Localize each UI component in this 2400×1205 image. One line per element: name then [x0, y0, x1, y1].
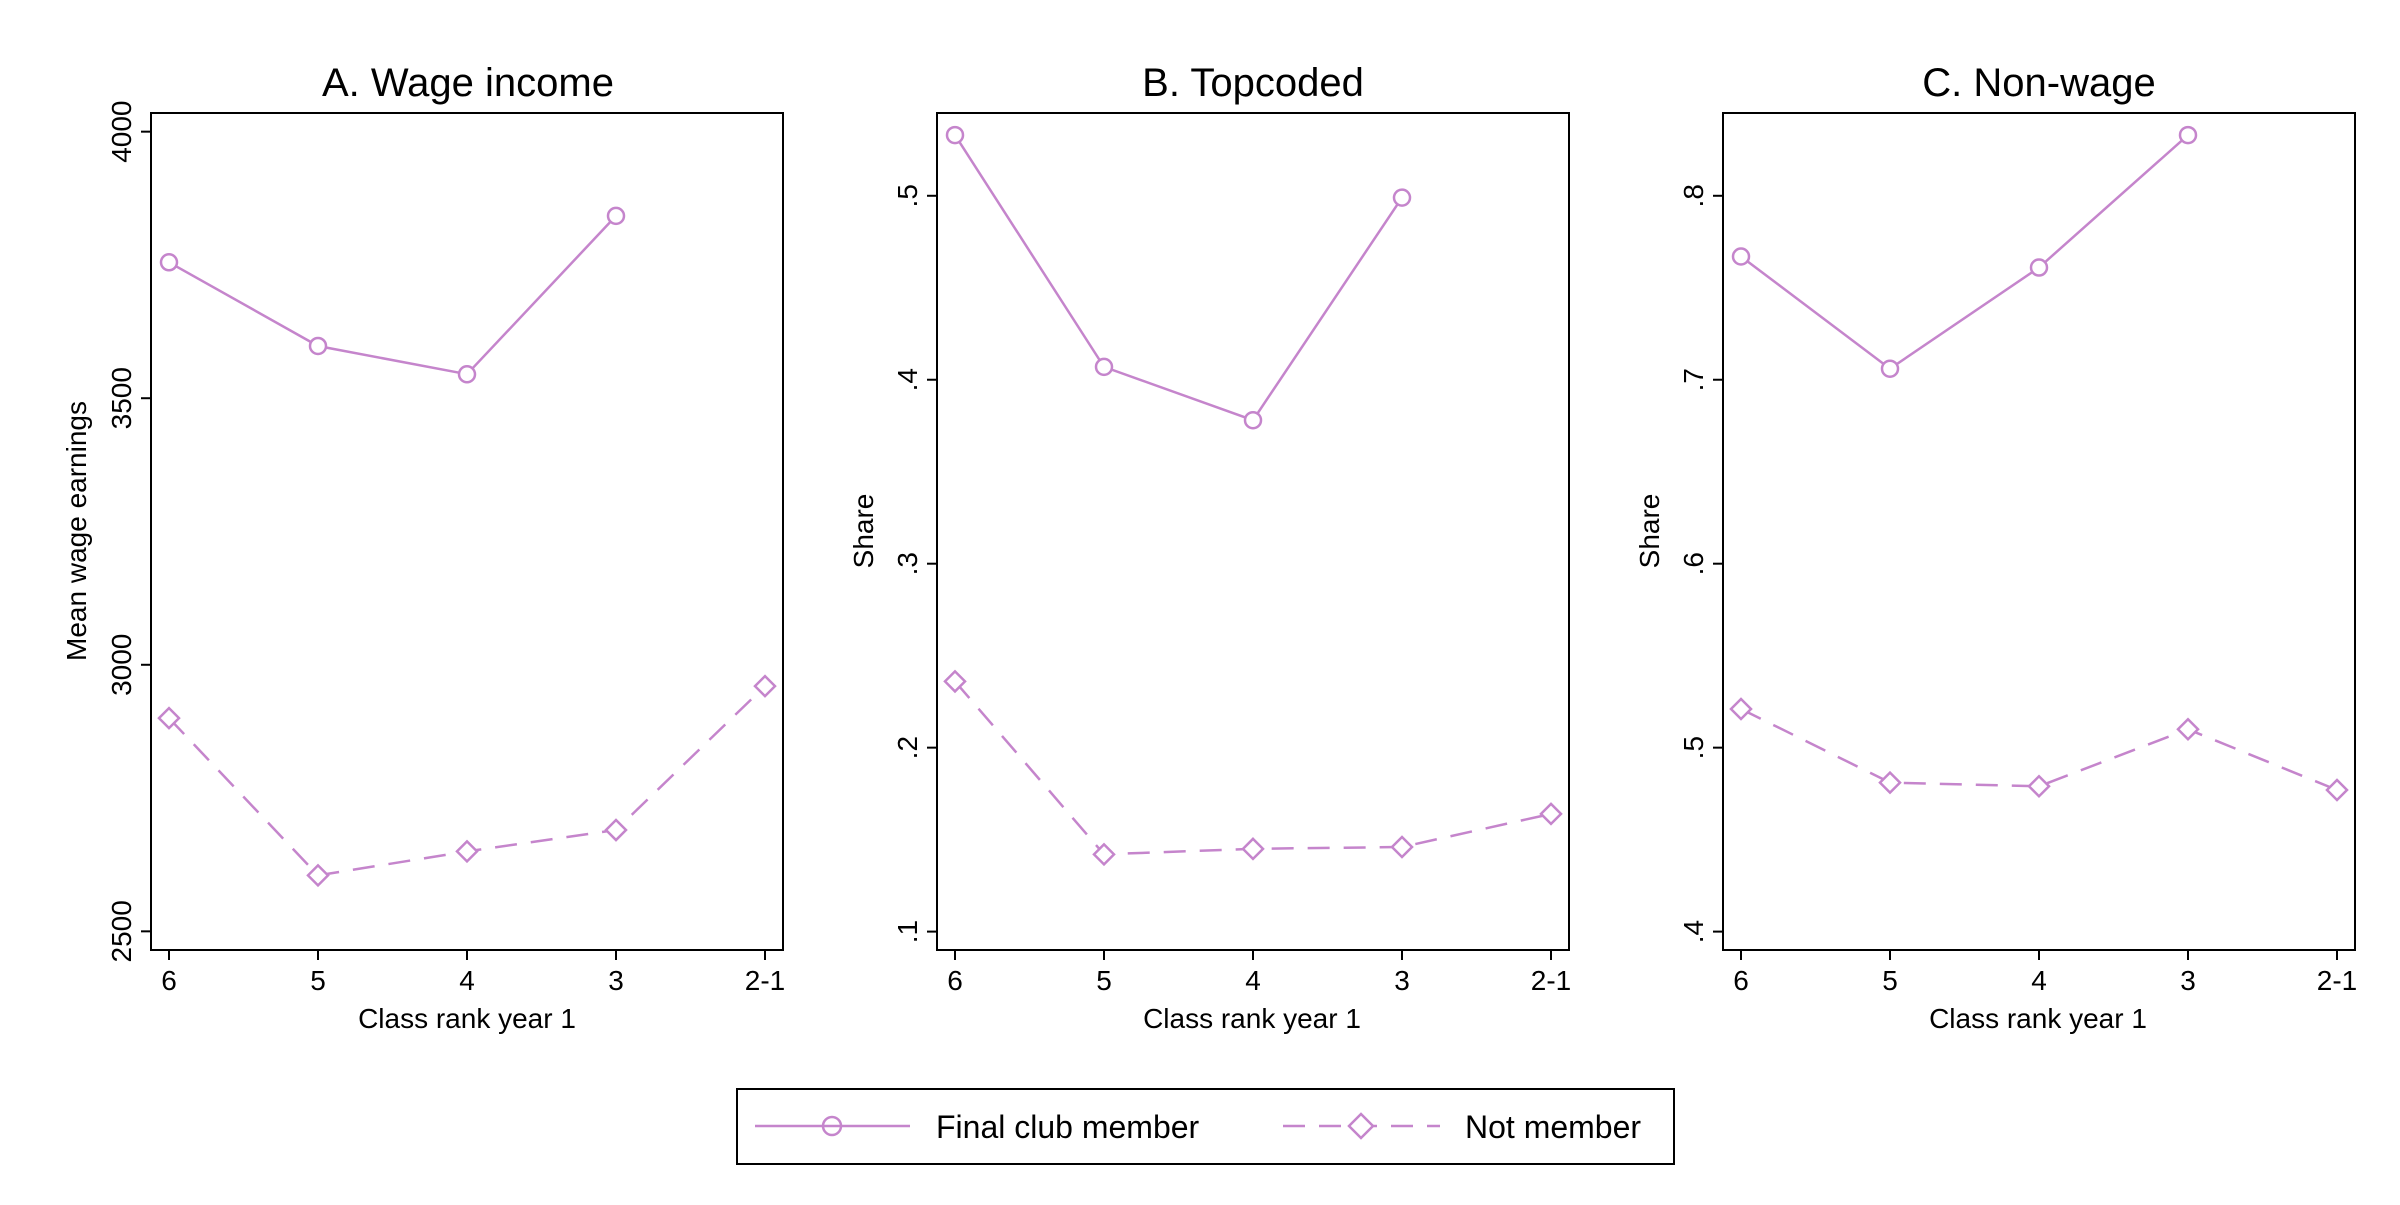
data-point-circle — [308, 336, 328, 356]
data-point-circle — [1392, 188, 1412, 207]
series-line-final-club-member — [953, 134, 1404, 422]
data-point-diamond — [604, 818, 628, 842]
series-layer — [943, 125, 1563, 867]
data-point-diamond — [1729, 697, 1753, 721]
legend-item-not-member: Not member — [1283, 1109, 1641, 1145]
panel-title: C. Non-wage — [1922, 61, 2155, 105]
tick-marks: .1 .2 .3 .4 .5 6 5 4 3 2-1 — [892, 184, 1571, 996]
series-layer — [1729, 125, 2349, 802]
series-layer — [157, 206, 777, 888]
x-tick-label: 5 — [1882, 965, 1898, 996]
x-tick-label: 4 — [459, 965, 475, 996]
series-line-not-member — [1740, 707, 2338, 792]
panel-title: B. Topcoded — [1142, 61, 1364, 105]
x-tick-label: 4 — [1245, 965, 1261, 996]
legend-label: Not member — [1465, 1109, 1641, 1145]
data-point-circle — [606, 206, 626, 226]
data-point-circle — [945, 125, 965, 145]
x-tick-label: 2-1 — [2317, 965, 2357, 996]
tick-marks: 2500 3000 3500 4000 6 5 4 3 2-1 — [106, 101, 785, 996]
y-tick-label: .6 — [1678, 552, 1709, 575]
data-point-circle — [2029, 258, 2049, 277]
y-tick-label: 4000 — [106, 101, 137, 163]
y-tick-label: .1 — [892, 920, 923, 943]
data-point-circle — [1731, 247, 1751, 266]
y-tick-label: 2500 — [106, 900, 137, 962]
x-tick-label: 5 — [1096, 965, 1112, 996]
y-tick-label: .8 — [1678, 184, 1709, 207]
legend-circle-marker-icon — [821, 1115, 843, 1137]
x-tick-label: 6 — [947, 965, 963, 996]
data-point-diamond — [455, 839, 479, 864]
x-tick-label: 4 — [2031, 965, 2047, 996]
legend-diamond-marker-icon — [1347, 1112, 1375, 1140]
y-tick-label: .2 — [892, 736, 923, 759]
series-line-final-club-member — [1740, 134, 2189, 371]
panel-wage-income: A. Wage income 2500 3000 3500 4000 6 5 4 3 2-1 C… — [61, 61, 785, 1034]
data-point-circle — [1094, 357, 1114, 377]
panel-topcoded: B. Topcoded .1 .2 .3 .4 .5 6 5 4 3 2-1 Class rank… — [848, 61, 1571, 1034]
data-point-diamond — [1539, 802, 1563, 826]
y-tick-label: 3500 — [106, 367, 137, 429]
y-tick-label: .5 — [892, 184, 923, 207]
y-tick-label: 3000 — [106, 634, 137, 696]
y-tick-label: .4 — [1678, 920, 1709, 943]
x-tick-label: 6 — [161, 965, 177, 996]
x-tick-label: 6 — [1733, 965, 1749, 996]
y-tick-label: .7 — [1678, 368, 1709, 391]
y-tick-label: .4 — [892, 368, 923, 391]
x-tick-label: 3 — [608, 965, 624, 996]
panel-title: A. Wage income — [322, 61, 614, 105]
x-tick-label: 2-1 — [745, 965, 785, 996]
x-tick-label: 2-1 — [1531, 965, 1571, 996]
data-point-diamond — [753, 674, 777, 698]
legend-item-final-club-member: Final club member — [755, 1109, 1200, 1145]
data-point-diamond — [2027, 774, 2051, 799]
data-point-circle — [1880, 359, 1900, 378]
data-point-diamond — [157, 706, 181, 730]
x-tick-label: 3 — [1394, 965, 1410, 996]
panel-non-wage: C. Non-wage .4 .5 .6 .7 .8 6 5 4 3 2-1 Class rank… — [1634, 61, 2357, 1034]
data-point-diamond — [1390, 835, 1414, 859]
y-axis-label: Mean wage earnings — [61, 401, 92, 661]
data-point-diamond — [2325, 778, 2349, 802]
data-point-diamond — [306, 863, 330, 888]
data-point-circle — [159, 253, 179, 272]
tick-marks: .4 .5 .6 .7 .8 6 5 4 3 2-1 — [1678, 184, 2357, 996]
y-axis-label: Share — [848, 494, 879, 569]
x-tick-label: 3 — [2180, 965, 2196, 996]
data-point-diamond — [1092, 842, 1116, 867]
data-point-diamond — [2176, 717, 2200, 742]
legend-label: Final club member — [936, 1109, 1200, 1145]
data-point-circle — [2178, 125, 2198, 145]
y-tick-label: .3 — [892, 552, 923, 575]
x-axis-label: Class rank year 1 — [358, 1003, 576, 1034]
data-point-circle — [457, 364, 477, 384]
data-point-circle — [1243, 410, 1263, 430]
legend: Final club member Not member — [736, 1088, 1675, 1165]
x-axis-label: Class rank year 1 — [1929, 1003, 2147, 1034]
y-tick-label: .5 — [1678, 736, 1709, 759]
data-point-diamond — [1241, 837, 1265, 861]
series-line-final-club-member — [168, 215, 617, 376]
data-point-diamond — [1878, 770, 1902, 795]
x-tick-label: 5 — [310, 965, 326, 996]
x-axis-label: Class rank year 1 — [1143, 1003, 1361, 1034]
data-point-diamond — [943, 669, 967, 694]
y-axis-label: Share — [1634, 494, 1665, 569]
